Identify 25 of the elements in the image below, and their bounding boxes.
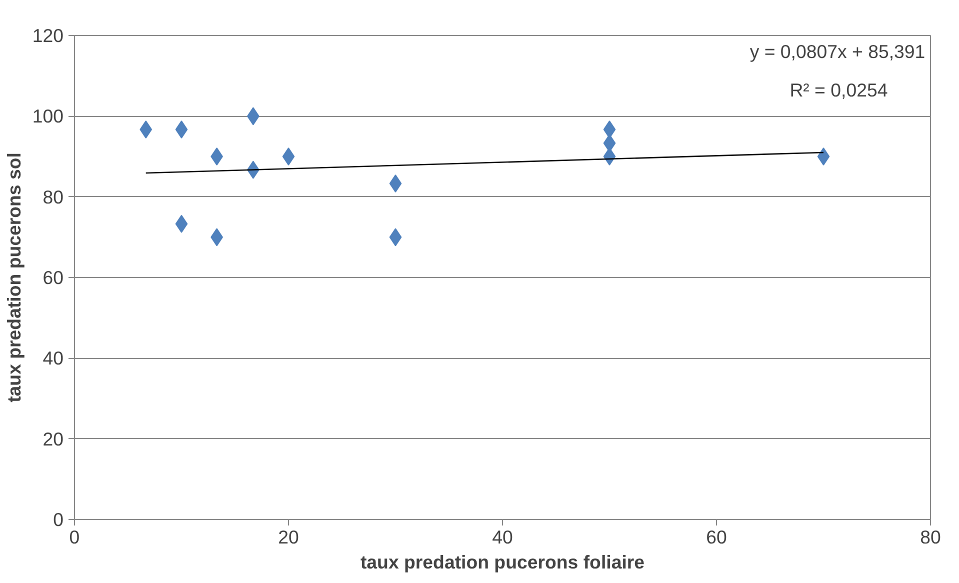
point [389, 228, 402, 246]
x-tick-label: 0 [69, 526, 80, 548]
point [282, 148, 295, 166]
point [175, 214, 188, 233]
x-tick-label: 60 [706, 526, 727, 548]
point [175, 120, 188, 138]
y-tick-label: 60 [42, 267, 64, 288]
point [603, 148, 616, 166]
point [140, 120, 152, 138]
point [817, 148, 830, 166]
x-tick-label: 40 [492, 526, 513, 548]
y-tick-label: 80 [42, 186, 64, 208]
y-axis-title: taux predation pucerons sol [3, 152, 24, 402]
annotation: R² = 0,0254 [790, 79, 888, 100]
x-tick-label: 80 [920, 526, 941, 548]
y-tick-label: 0 [53, 509, 64, 530]
x-axis-title: taux predation pucerons foliaire [360, 552, 645, 572]
y-tick-label: 20 [42, 428, 64, 450]
y-tick-label: 100 [32, 106, 64, 127]
y-tick-label: 40 [42, 348, 64, 369]
point [603, 120, 616, 138]
y-tick-label: 120 [32, 25, 64, 46]
annotation: y = 0,0807x + 85,391 [750, 41, 926, 62]
x-tick-label: 20 [278, 526, 299, 548]
point [389, 174, 402, 193]
